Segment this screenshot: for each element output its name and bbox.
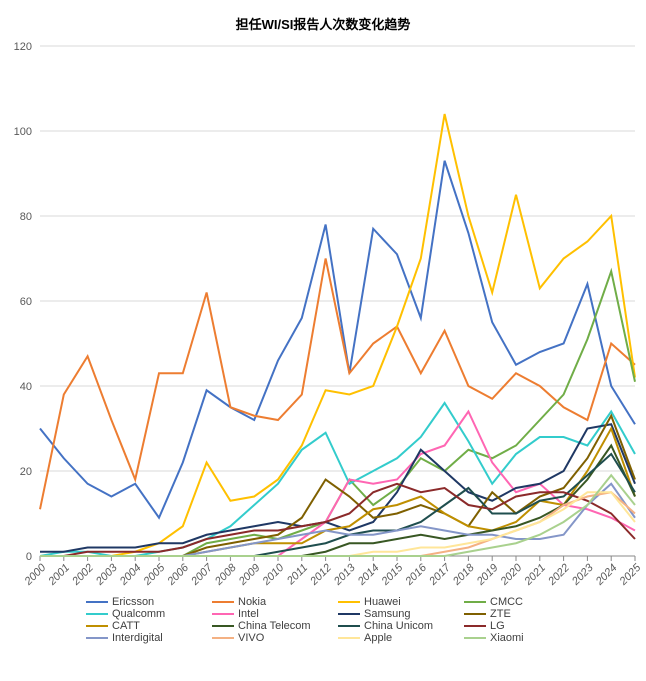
x-tick-label: 2006 xyxy=(165,561,192,588)
x-tick-label: 2012 xyxy=(307,562,334,589)
series-china-unicom xyxy=(40,454,635,556)
legend-label: Ericsson xyxy=(112,596,154,608)
x-tick-label: 2003 xyxy=(93,561,120,588)
legend-label: CMCC xyxy=(490,596,523,608)
legend-label: CATT xyxy=(112,620,140,632)
x-tick-label: 2021 xyxy=(522,562,549,589)
legend: Ericsson Nokia Huawei CMCC Qualcomm Intel Sams… xyxy=(80,596,586,644)
x-tick-label: 2019 xyxy=(474,562,501,589)
legend-label: Apple xyxy=(364,632,392,644)
x-tick-label: 2013 xyxy=(331,561,358,588)
x-tick-label: 2023 xyxy=(569,561,596,588)
x-tick-label: 2015 xyxy=(379,561,406,588)
legend-item-china-unicom: China Unicom xyxy=(332,620,458,632)
legend-item-ericsson: Ericsson xyxy=(80,596,206,608)
legend-swatch xyxy=(464,625,486,627)
y-tick-label: 120 xyxy=(14,41,32,53)
legend-item-apple: Apple xyxy=(332,632,458,644)
y-tick-label: 0 xyxy=(26,551,32,563)
x-tick-label: 2002 xyxy=(69,562,96,589)
line-chart: 0204060801001202000200120022003200420052… xyxy=(0,0,646,681)
legend-swatch xyxy=(338,625,360,627)
x-tick-label: 2011 xyxy=(284,562,310,588)
legend-item-nokia: Nokia xyxy=(206,596,332,608)
legend-swatch xyxy=(464,613,486,615)
series-intel xyxy=(40,412,635,557)
legend-label: LG xyxy=(490,620,505,632)
legend-label: Xiaomi xyxy=(490,632,524,644)
chart-container: 担任WI/SI报告人次数变化趋势 02040608010012020002001… xyxy=(0,0,646,681)
legend-swatch xyxy=(338,637,360,639)
legend-swatch xyxy=(212,625,234,627)
legend-label: Samsung xyxy=(364,608,410,620)
y-tick-label: 100 xyxy=(14,126,32,138)
legend-item-vivo: VIVO xyxy=(206,632,332,644)
legend-item-zte: ZTE xyxy=(458,608,584,620)
legend-label: China Unicom xyxy=(364,620,433,632)
legend-item-intel: Intel xyxy=(206,608,332,620)
legend-label: Huawei xyxy=(364,596,401,608)
legend-item-cmcc: CMCC xyxy=(458,596,584,608)
x-tick-label: 2000 xyxy=(22,561,49,588)
y-tick-label: 40 xyxy=(20,381,32,393)
x-tick-label: 2024 xyxy=(593,562,620,589)
y-tick-label: 20 xyxy=(20,466,32,478)
x-tick-label: 2007 xyxy=(188,561,215,588)
legend-item-huawei: Huawei xyxy=(332,596,458,608)
legend-item-interdigital: Interdigital xyxy=(80,632,206,644)
legend-swatch xyxy=(86,637,108,639)
y-tick-label: 80 xyxy=(20,211,32,223)
legend-label: ZTE xyxy=(490,608,511,620)
legend-label: Interdigital xyxy=(112,632,163,644)
x-tick-label: 2001 xyxy=(46,562,73,589)
legend-label: Qualcomm xyxy=(112,608,165,620)
legend-label: Intel xyxy=(238,608,259,620)
x-tick-label: 2005 xyxy=(141,561,168,588)
legend-label: VIVO xyxy=(238,632,264,644)
x-tick-label: 2018 xyxy=(450,561,477,588)
legend-swatch xyxy=(338,613,360,615)
x-tick-label: 2017 xyxy=(426,561,453,588)
legend-swatch xyxy=(464,601,486,603)
x-tick-label: 2014 xyxy=(355,562,382,589)
legend-swatch xyxy=(464,637,486,639)
legend-swatch xyxy=(212,601,234,603)
legend-item-catt: CATT xyxy=(80,620,206,632)
legend-item-china-telecom: China Telecom xyxy=(206,620,332,632)
legend-swatch xyxy=(86,601,108,603)
legend-item-qualcomm: Qualcomm xyxy=(80,608,206,620)
x-tick-label: 2020 xyxy=(498,561,525,588)
legend-item-lg: LG xyxy=(458,620,584,632)
legend-swatch xyxy=(338,601,360,603)
legend-swatch xyxy=(212,613,234,615)
legend-item-xiaomi: Xiaomi xyxy=(458,632,584,644)
legend-label: China Telecom xyxy=(238,620,311,632)
legend-swatch xyxy=(86,613,108,615)
legend-swatch xyxy=(86,625,108,627)
x-tick-label: 2004 xyxy=(117,562,144,589)
y-tick-label: 60 xyxy=(20,296,32,308)
legend-label: Nokia xyxy=(238,596,266,608)
x-tick-label: 2008 xyxy=(212,561,239,588)
x-tick-label: 2016 xyxy=(403,561,430,588)
x-tick-label: 2009 xyxy=(236,562,263,589)
x-tick-label: 2025 xyxy=(617,561,644,588)
x-tick-label: 2022 xyxy=(545,562,572,589)
legend-swatch xyxy=(212,637,234,639)
x-tick-label: 2010 xyxy=(260,561,287,588)
legend-item-samsung: Samsung xyxy=(332,608,458,620)
